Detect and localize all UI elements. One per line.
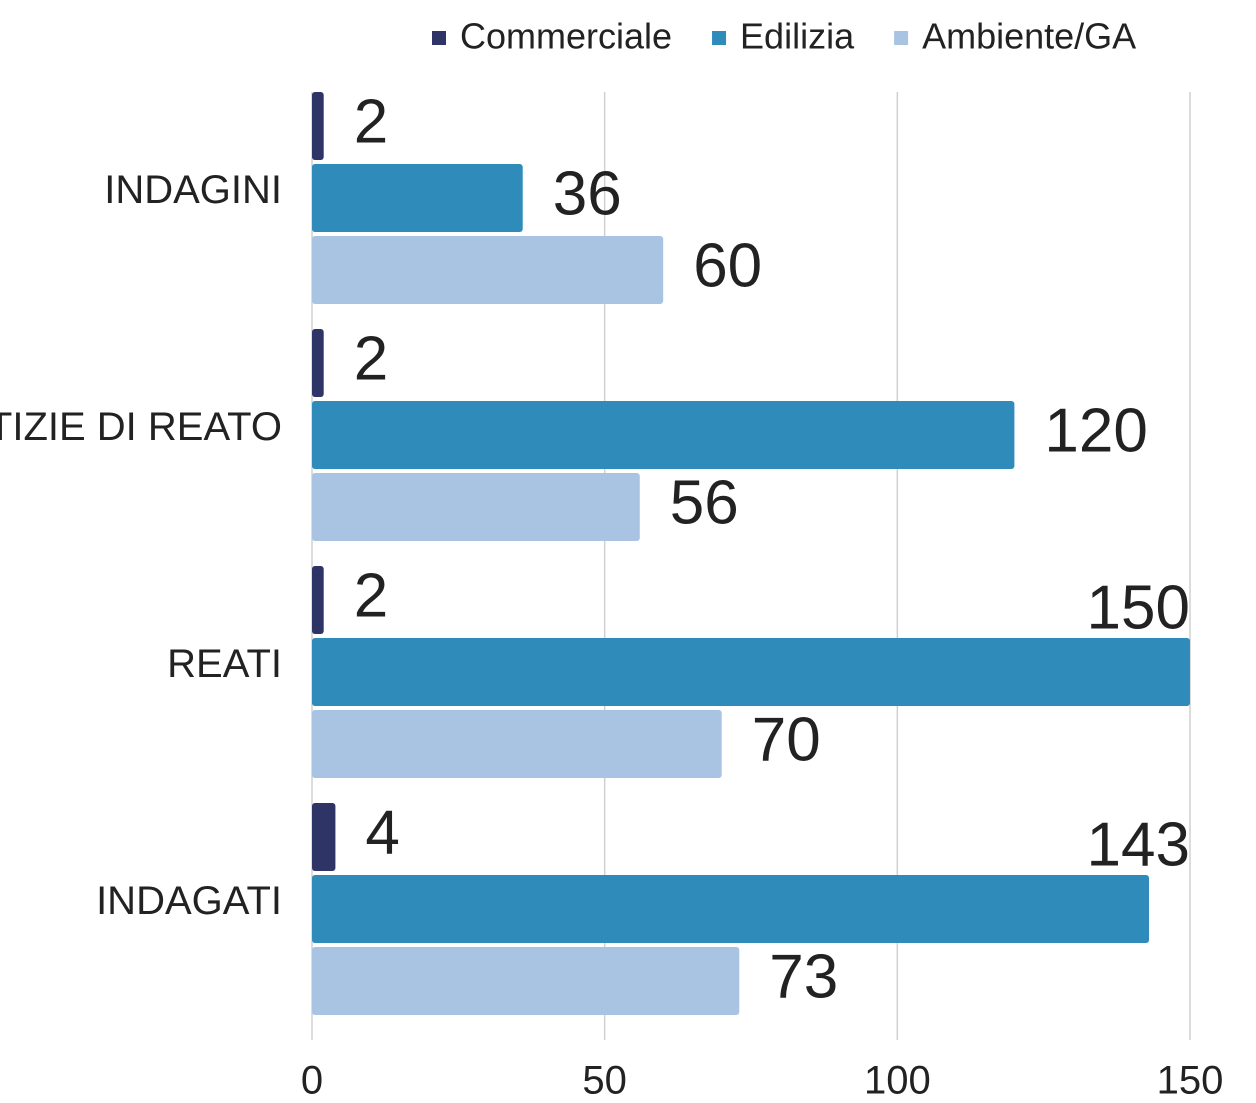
bar [312, 803, 336, 871]
legend-label: Ambiente/GA [922, 16, 1136, 57]
bar [312, 401, 1015, 469]
category-label: REATI [167, 642, 282, 686]
value-label: 120 [1044, 396, 1147, 465]
category-label: INDAGATI [96, 879, 282, 923]
value-label: 73 [769, 942, 838, 1011]
bar [312, 947, 740, 1015]
legend-swatch [894, 31, 909, 45]
value-label: 56 [670, 468, 739, 537]
bar [312, 473, 640, 541]
x-tick-label: 0 [301, 1059, 323, 1103]
bar [312, 875, 1150, 943]
bar [312, 638, 1190, 706]
bar [312, 92, 324, 160]
legend-swatch [432, 31, 446, 45]
value-label: 2 [354, 324, 388, 393]
value-label: 2 [354, 87, 388, 156]
value-label: 150 [1087, 573, 1190, 642]
value-label: 60 [693, 231, 762, 300]
value-label: 70 [752, 705, 821, 774]
x-tick-label: 150 [1157, 1059, 1224, 1103]
value-label: 36 [553, 159, 622, 228]
bar [312, 164, 523, 232]
x-tick-label: 100 [864, 1059, 931, 1103]
bar [312, 236, 664, 304]
value-label: 143 [1087, 810, 1190, 879]
legend-label: Commerciale [460, 16, 672, 57]
category-label: INDAGINI [104, 168, 282, 212]
value-label: 4 [365, 798, 399, 867]
x-tick-label: 50 [582, 1059, 627, 1103]
value-label: 2 [354, 561, 388, 630]
bar [312, 566, 324, 634]
legend-label: Edilizia [740, 16, 855, 57]
bar [312, 710, 722, 778]
legend-swatch [712, 31, 727, 45]
bar [312, 329, 324, 397]
category-label: NOTIZIE DI REATO [0, 405, 282, 449]
